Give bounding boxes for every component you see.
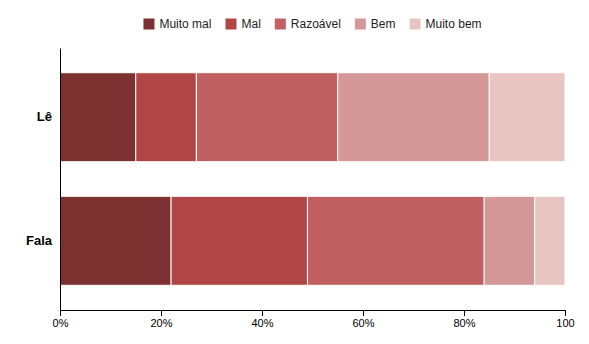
tick: 60% xyxy=(352,310,374,329)
y-axis: Lê Fala xyxy=(26,49,61,311)
tick-mark xyxy=(363,310,364,316)
tick: Fala xyxy=(26,233,60,248)
legend: Muito mal Mal Razoável Bem Muito bem xyxy=(143,17,481,31)
bar xyxy=(171,196,307,285)
legend-label: Bem xyxy=(371,17,396,31)
tick: 100 xyxy=(556,310,574,329)
chart: 0% 20% 40% 60% 80% 100 Lê Fala Muito mal Mal Razoá… xyxy=(0,0,589,344)
axis-line xyxy=(60,49,61,311)
legend-swatch xyxy=(143,19,154,30)
tick-mark xyxy=(464,310,465,316)
tick-label: 20% xyxy=(150,317,172,329)
tick: Lê xyxy=(37,109,60,124)
tick-label: Fala xyxy=(26,233,53,248)
tick-mark xyxy=(565,310,566,316)
legend-item: Bem xyxy=(355,17,396,31)
legend-swatch xyxy=(225,19,236,30)
legend-label: Mal xyxy=(241,17,260,31)
tick: 80% xyxy=(453,310,475,329)
tick-mark xyxy=(161,310,162,316)
legend-label: Muito bem xyxy=(426,17,482,31)
legend-item: Muito mal xyxy=(143,17,211,31)
tick-label: 40% xyxy=(251,317,273,329)
tick-label: 100 xyxy=(556,317,574,329)
plot: 0% 20% 40% 60% 80% 100 Lê Fala xyxy=(26,49,575,329)
tick-label: 0% xyxy=(53,317,69,329)
tick-label: 60% xyxy=(352,317,374,329)
tick-label: 80% xyxy=(453,317,475,329)
tick: 40% xyxy=(251,310,273,329)
bar xyxy=(196,73,337,162)
bars xyxy=(60,73,565,286)
tick: 0% xyxy=(53,310,69,329)
bar xyxy=(60,73,136,162)
tick-label: Lê xyxy=(37,109,52,124)
bar xyxy=(136,73,197,162)
legend-item: Mal xyxy=(225,17,260,31)
tick-mark xyxy=(60,310,61,316)
bar xyxy=(307,196,484,285)
legend-item: Razoável xyxy=(275,17,341,31)
bar xyxy=(484,196,535,285)
bar xyxy=(489,73,565,162)
x-axis: 0% 20% 40% 60% 80% 100 xyxy=(53,310,575,329)
bar xyxy=(338,73,490,162)
bar xyxy=(535,196,565,285)
tick: 20% xyxy=(150,310,172,329)
legend-label: Razoável xyxy=(291,17,341,31)
tick-mark xyxy=(262,310,263,316)
legend-label: Muito mal xyxy=(159,17,211,31)
legend-swatch xyxy=(410,19,421,30)
bar xyxy=(60,196,171,285)
legend-swatch xyxy=(275,19,286,30)
legend-swatch xyxy=(355,19,366,30)
series xyxy=(489,73,565,286)
axis-line xyxy=(61,311,566,317)
legend-item: Muito bem xyxy=(410,17,482,31)
